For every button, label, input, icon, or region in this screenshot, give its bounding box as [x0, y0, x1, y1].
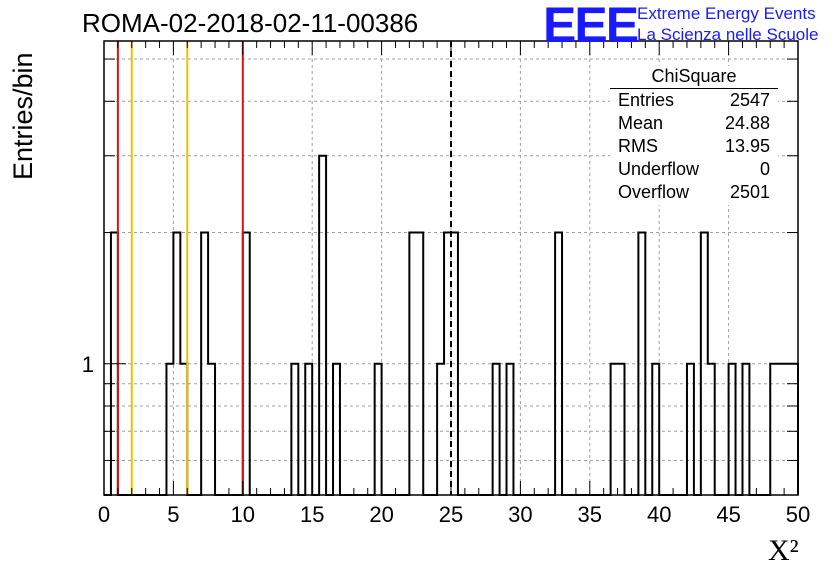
x-tick-label: 40 [647, 502, 671, 527]
stats-label: Underflow [618, 159, 700, 179]
histogram [104, 154, 799, 496]
x-tick-label: 45 [716, 502, 740, 527]
x-tick-label: 15 [300, 502, 324, 527]
stats-box: ChiSquare Entries 2547 Mean 24.88 RMS 13… [610, 66, 778, 205]
x-tick-label: 0 [98, 502, 110, 527]
x-axis-label: X² [768, 534, 799, 568]
histogram-bin [319, 156, 326, 495]
x-tick-label: 50 [786, 502, 810, 527]
x-tick-label: 25 [439, 502, 463, 527]
tick-labels: 0 5 10 15 20 25 30 35 40 45 50 1 [82, 352, 810, 527]
stats-value: 2501 [729, 182, 770, 202]
eee-logo-line1: Extreme Energy Events [637, 4, 816, 23]
stats-row-underflow: Underflow 0 [610, 159, 778, 182]
y-axis-label: Entries/bin [8, 52, 38, 180]
stats-label: Mean [618, 113, 664, 133]
run-title: ROMA-02-2018-02-11-00386 [82, 8, 419, 38]
stats-title: ChiSquare [610, 66, 778, 89]
eee-logo-line2: La Scienza nelle Scuole [637, 25, 819, 44]
stats-label: Overflow [618, 182, 690, 202]
x-tick-label: 35 [578, 502, 602, 527]
stats-row-rms: RMS 13.95 [610, 136, 778, 159]
stats-value: 24.88 [724, 113, 770, 133]
stats-row-mean: Mean 24.88 [610, 113, 778, 136]
stats-value: 2547 [729, 90, 770, 110]
x-tick-label: 20 [369, 502, 393, 527]
stats-row-entries: Entries 2547 [610, 90, 778, 113]
x-tick-label: 5 [167, 502, 179, 527]
x-tick-label: 30 [508, 502, 532, 527]
eee-logo: EEE Extreme Energy Events La Scienza nel… [543, 0, 836, 53]
x-tick-label: 10 [231, 502, 255, 527]
histogram-outline [104, 154, 799, 496]
stats-row-overflow: Overflow 2501 [610, 182, 778, 205]
stats-label: Entries [618, 90, 675, 110]
stats-value: 13.95 [724, 136, 770, 156]
stats-label: RMS [618, 136, 658, 156]
eee-logo-letters: EEE [543, 0, 639, 53]
y-tick-label: 1 [82, 352, 94, 377]
stats-value: 0 [759, 159, 770, 179]
marker-lines [116, 41, 452, 495]
axis-ticks [103, 41, 799, 495]
x-axis-label-text: X² [768, 534, 799, 567]
